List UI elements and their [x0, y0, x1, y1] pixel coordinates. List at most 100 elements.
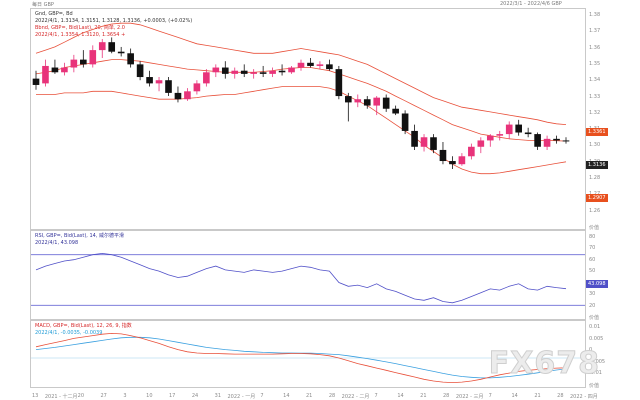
candle-body: [307, 62, 314, 66]
x-axis-label: 3: [123, 393, 127, 399]
candle-body: [212, 67, 220, 73]
candle-body: [505, 124, 513, 135]
candle-body: [146, 77, 153, 84]
macd-legend-line: MACD, GBP=, Bid(Last), 12, 26, 9, 指数: [35, 323, 132, 329]
price-axis-tick: 1.26: [589, 207, 601, 214]
x-axis-label: 10: [146, 393, 153, 399]
x-axis-label: 14: [511, 393, 518, 399]
candle-body: [231, 70, 239, 74]
macd-axis-tick: -0.01: [589, 370, 602, 377]
macd-axis-tick: 0: [589, 347, 593, 354]
price-axis-tick: 1.32: [589, 109, 601, 116]
candle-body: [165, 80, 172, 93]
x-axis-label: 2022 - 四月: [570, 394, 598, 400]
candle-body: [70, 59, 78, 68]
price-legend-line: 2022/4/1, 1.3354, 1.3120, 1.3654 +: [35, 32, 126, 38]
rsi-axis-tick: 70: [589, 245, 596, 252]
price-axis-tick: 1.33: [589, 93, 601, 100]
rsi-legend-line: 2022/4/1, 43.098: [35, 240, 79, 246]
rsi-axis-tick: 价值: [589, 315, 600, 321]
candle-body: [411, 130, 418, 147]
candle-body: [174, 92, 182, 100]
bollinger-lower-line: [36, 86, 567, 175]
x-axis-label: 7: [374, 393, 378, 399]
x-axis-label: 21: [306, 393, 313, 399]
candle-body: [524, 132, 532, 135]
price-legend-line: Bbnd, GBP=, Bid(Last), 20, 简单, 2.0: [35, 25, 125, 31]
candle-body: [259, 72, 267, 74]
x-axis-label: 2022 - 三月: [455, 394, 484, 400]
x-axis-label: 28: [443, 393, 450, 399]
rsi-axis-tick: 50: [589, 268, 596, 275]
candle-body: [108, 42, 116, 52]
candle-body: [449, 161, 456, 165]
candle-body: [553, 138, 560, 141]
candle-body: [534, 134, 541, 147]
candle-body: [543, 138, 551, 147]
lower-band-price-tag: 1.2907: [586, 194, 608, 202]
x-axis-label: 13: [32, 393, 39, 399]
candle-body: [439, 149, 447, 162]
candle-body: [42, 65, 49, 84]
price-axis-tick: 价值: [589, 225, 600, 231]
rsi-axis-tick: 20: [589, 302, 596, 309]
macd-signal-line: [35, 336, 567, 379]
candle-body: [203, 72, 210, 84]
candle-body: [288, 67, 295, 73]
candle-body: [373, 97, 381, 106]
candle-body: [486, 135, 494, 141]
candle-body: [354, 99, 362, 103]
bollinger-upper-line: [35, 22, 567, 125]
x-axis-label: 2022 - 一月: [227, 394, 256, 400]
price-legend-line: 2022/4/1, 1.3134, 1.3151, 1.3128, 1.3136…: [35, 18, 193, 24]
candle-body: [136, 64, 144, 78]
candle-body: [80, 59, 87, 65]
x-axis-label: 27: [100, 393, 107, 399]
candle-body: [363, 99, 371, 106]
last-price-tag: 1.3136: [586, 161, 608, 169]
candle-body: [278, 70, 286, 73]
top-bar-left-title: 每日 GBP: [32, 2, 54, 8]
candle-body: [458, 156, 466, 165]
price-axis-tick: 1.38: [589, 12, 601, 18]
price-axis-tick: 1.30: [589, 142, 601, 149]
top-bar: 每日 GBP 2022/3/1 - 2022/4/6 GBP: [0, 0, 640, 8]
candle-body: [155, 80, 163, 84]
rsi-axis-tick: 60: [589, 256, 596, 263]
rsi-line: [35, 252, 567, 304]
candle-body: [98, 42, 106, 51]
candle-body: [345, 96, 352, 103]
candle-body: [420, 137, 428, 147]
rsi-value-tag: 43.098: [586, 280, 608, 288]
candle-body: [240, 70, 248, 74]
x-axis-label: 17: [169, 393, 176, 399]
x-axis-label: 2021 - 十二月: [44, 394, 78, 400]
price-panel[interactable]: Gnd, GBP=, Bd 2022/4/1, 1.3134, 1.3151, …: [30, 8, 586, 230]
x-axis-label: 24: [191, 393, 199, 399]
candle-body: [496, 134, 504, 136]
fx678-watermark: FX678: [488, 346, 600, 382]
macd-axis-tick: -0.005: [589, 358, 606, 365]
x-axis-label: 20: [77, 393, 85, 399]
x-axis-label: 7: [260, 393, 264, 399]
price-axis-tick: 1.34: [589, 77, 601, 84]
x-axis-label: 28: [328, 393, 336, 399]
price-axis-tick: 1.36: [589, 44, 601, 51]
rsi-axis-tick: 80: [589, 234, 596, 240]
upper-band-price-tag: 1.3361: [586, 128, 608, 136]
macd-axis: 0.01 0.005 0 -0.005 -0.01 价值: [586, 320, 640, 389]
price-legend-line: Gnd, GBP=, Bd: [35, 11, 73, 17]
candle-body: [250, 72, 257, 74]
candle-body: [477, 140, 485, 147]
x-axis-label: 28: [557, 393, 564, 399]
x-axis-label: 7: [488, 393, 492, 399]
macd-legend: MACD, GBP=, Bid(Last), 12, 26, 9, 指数 202…: [35, 323, 132, 337]
candle-body: [127, 53, 134, 65]
macd-axis-tick: 0.005: [589, 335, 604, 342]
candle-body: [392, 108, 399, 114]
candle-body: [193, 83, 201, 92]
candle-body: [468, 146, 475, 157]
candle-body: [117, 51, 125, 54]
x-axis-label: 14: [283, 393, 290, 399]
